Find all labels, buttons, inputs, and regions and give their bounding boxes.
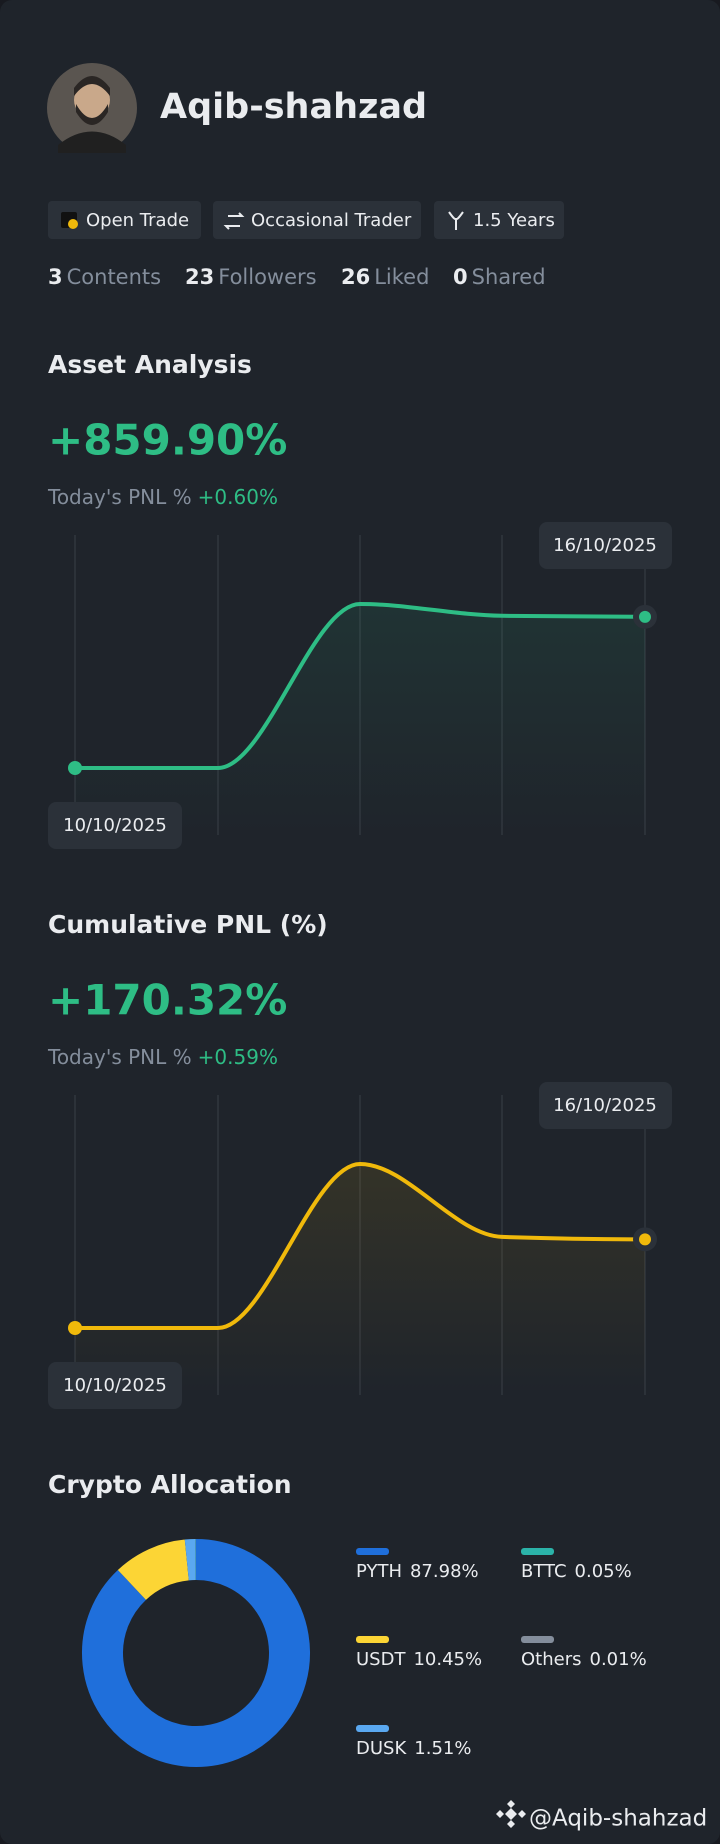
legend-entry: Others 0.01%	[521, 1649, 647, 1670]
footer: @Aqib-shahzad	[496, 1800, 707, 1832]
badge: Occasional Trader	[251, 210, 412, 231]
legend-name: BTTC	[521, 1561, 567, 1582]
charts: Asset Analysis+859.90%Today's PNL % +0.60…	[47, 350, 672, 1767]
date-box	[539, 1082, 672, 1129]
stat: 26 Liked	[341, 265, 429, 289]
stat-value: 26	[341, 265, 370, 289]
legend-value: 10.45%	[413, 1649, 482, 1670]
stat: 3 Contents	[48, 265, 161, 289]
x-label: 10/10/2025	[63, 815, 167, 836]
headline: +170.32%	[48, 976, 287, 1025]
date-box	[539, 522, 672, 569]
legend-name: PYTH	[356, 1561, 402, 1582]
legend-name: USDT	[356, 1649, 406, 1670]
stat-value: 23	[185, 265, 214, 289]
date-box	[48, 1362, 182, 1409]
legend-value: 0.01%	[590, 1649, 647, 1670]
section-title: Cumulative PNL (%)	[48, 910, 328, 939]
legend-value: 87.98%	[410, 1561, 479, 1582]
badge: Open Trade	[86, 210, 189, 231]
start-point	[68, 1321, 82, 1335]
stat-value: 3	[48, 265, 63, 289]
stat: 23 Followers	[185, 265, 317, 289]
legend-entry: BTTC 0.05%	[521, 1561, 632, 1582]
legend-value: 0.05%	[575, 1561, 632, 1582]
stat-value: 0	[453, 265, 468, 289]
section-title: Crypto Allocation	[48, 1470, 292, 1499]
legend-swatch	[356, 1636, 389, 1643]
stat-label: Shared	[472, 265, 546, 289]
legend-swatch	[521, 1548, 554, 1555]
x-label: 16/10/2025	[553, 1095, 657, 1116]
section-title: Asset Analysis	[48, 350, 252, 379]
legend-name: Others	[521, 1649, 582, 1670]
donut-slice	[82, 1539, 310, 1767]
start-point	[68, 761, 82, 775]
x-label: 10/10/2025	[63, 1375, 167, 1396]
stat: 0 Shared	[453, 265, 546, 289]
avatar	[47, 63, 137, 153]
footer-handle: @Aqib-shahzad	[529, 1806, 707, 1832]
stat-label: Followers	[218, 265, 316, 289]
today-label: Today's PNL %	[47, 485, 192, 509]
today-pnl: Today's PNL % +0.60%	[47, 485, 278, 509]
badges: Open Trade Occasional Trader 1.5 Years	[48, 201, 564, 239]
x-label: 16/10/2025	[553, 535, 657, 556]
badge: 1.5 Years	[473, 210, 555, 231]
legend-swatch	[356, 1725, 389, 1732]
area	[75, 1164, 645, 1395]
line	[75, 1161, 646, 1331]
legend-entry: DUSK 1.51%	[356, 1738, 471, 1759]
today-label: Today's PNL %	[47, 1045, 192, 1069]
end-point	[639, 1233, 651, 1246]
today-pnl: Today's PNL % +0.59%	[47, 1045, 278, 1069]
stat-label: Liked	[374, 265, 429, 289]
headline: +859.90%	[48, 416, 287, 465]
today-value: +0.60%	[198, 485, 278, 509]
legend-value: 1.51%	[414, 1738, 471, 1759]
legend-swatch	[356, 1548, 389, 1555]
stats: 3 Contents 23 Followers 26 Liked 0 Shared	[48, 265, 546, 289]
legend-swatch	[521, 1636, 554, 1643]
legend-entry: USDT 10.45%	[356, 1649, 482, 1670]
area	[75, 604, 645, 835]
end-point	[639, 610, 651, 623]
username: Aqib-shahzad	[160, 87, 427, 127]
today-value: +0.59%	[198, 1045, 278, 1069]
date-box	[48, 802, 182, 849]
line	[74, 601, 646, 771]
legend-name: DUSK	[356, 1738, 407, 1759]
legend-entry: PYTH 87.98%	[356, 1561, 479, 1582]
stat-label: Contents	[67, 265, 161, 289]
donut-slice	[117, 1539, 190, 1601]
